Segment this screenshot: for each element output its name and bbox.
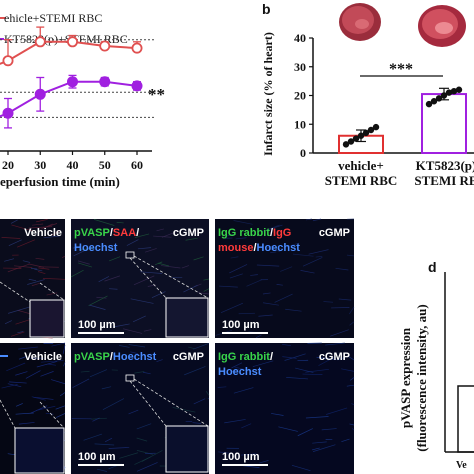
zoom-inset-r2c1: [0, 399, 65, 474]
significance-stars: **: [148, 85, 165, 104]
zoom-inset-r1c2: [125, 251, 209, 338]
zoom-inset-r1c1: [0, 281, 65, 338]
data-point-1-2: [435, 95, 443, 102]
stain-label-r1c3: IgG rabbit/IgG: [218, 227, 291, 239]
zoom-inset-r2c2: [125, 374, 209, 473]
micrograph-grid: Vehicle pVASP/SAA/ Hoechst cGMP IgG rabb…: [0, 218, 355, 474]
heart-image-kt5823: [418, 5, 466, 47]
point-1-2: [34, 88, 46, 100]
panel-d-bar-chart: d pVASP expression (fluorescence intensi…: [398, 259, 474, 471]
svg-text:100 µm: 100 µm: [78, 451, 116, 463]
stain-label-r1c2-line2: Hoechst: [74, 242, 118, 254]
data-point-1-3: [440, 92, 448, 99]
scale-bar-r1c3: 100 µm: [222, 319, 268, 334]
point-1-5: [131, 80, 143, 92]
x-tick-label-2: 40: [67, 158, 79, 172]
bar-vehicle: [457, 385, 474, 453]
panel-b-letter: b: [262, 1, 271, 17]
y-axis-label-line1: pVASP expression: [398, 327, 413, 428]
x-tick-label-4: 60: [131, 158, 143, 172]
series-line-0: [0, 40, 138, 65]
svg-text:100 µm: 100 µm: [78, 319, 116, 331]
stain-label-r1c2: pVASP/SAA/: [74, 227, 139, 239]
cgmp-label-r2c2: cGMP: [173, 351, 204, 363]
data-point-1-0: [425, 100, 433, 108]
cgmp-label-r2c3: cGMP: [319, 351, 350, 363]
panel-b-bar-chart: b Infarct size (% of heart) 0 10 20 30 40 **…: [261, 1, 474, 188]
scale-bar-r2c3: 100 µm: [222, 451, 268, 466]
legend-vehicle-label: ehicle+STEMI RBC: [4, 11, 102, 25]
svg-text:100 µm: 100 µm: [222, 451, 260, 463]
data-point-1-1: [430, 98, 438, 105]
scale-bar-r1c2: 100 µm: [78, 319, 124, 334]
heart-image-vehicle: [339, 3, 381, 41]
scale-bar-r2c2: 100 µm: [78, 451, 124, 466]
data-point-0-6: [372, 123, 380, 131]
y-tick-label-4: 40: [294, 31, 306, 45]
x-axis-label: eperfusion time (min): [0, 174, 120, 189]
category-label-kt5823: KT5823(p) STEMI RB: [414, 158, 474, 188]
point-0-2: [34, 36, 46, 48]
y-tick-label-1: 10: [294, 117, 306, 131]
significance-stars: ***: [389, 61, 413, 78]
vehicle-label-r2: Vehicle: [24, 351, 62, 363]
y-axis-label: Infarct size (% of heart): [261, 32, 275, 156]
x-tick-label-1: 30: [34, 158, 46, 172]
data-point-1-5: [450, 87, 458, 95]
line-series: [0, 26, 143, 129]
data-point-0-3: [357, 132, 365, 139]
data-point-1-4: [445, 89, 453, 96]
x-tick-label-0: 20: [2, 158, 14, 172]
y-axis-label-line2: (fluorescence intensity, au): [414, 304, 429, 451]
stain-label-r1c3-line2: mouse/Hoechst: [218, 242, 300, 254]
point-0-5: [131, 42, 143, 54]
cgmp-label-r1c3: cGMP: [319, 227, 350, 239]
data-point-0-1: [347, 138, 355, 145]
panel-d-letter: d: [428, 259, 437, 275]
svg-text:100 µm: 100 µm: [222, 319, 260, 331]
y-tick-label-2: 20: [294, 89, 306, 103]
point-1-1: [2, 107, 14, 119]
y-tick-label-0: 0: [300, 146, 306, 160]
bars: [338, 86, 467, 154]
cgmp-label-r1c2: cGMP: [173, 227, 204, 239]
data-point-0-5: [367, 126, 375, 134]
vehicle-label-r1: Vehicle: [24, 227, 62, 239]
y-ticks: 0 10 20 30 40: [294, 31, 313, 160]
point-1-4: [99, 76, 111, 88]
x-tick-label-3: 50: [99, 158, 111, 172]
data-point-0-0: [342, 141, 350, 148]
x-category-fragment: Ve: [456, 460, 467, 471]
panel-a-line-chart: ehicle+STEMI RBC KT5823(p)+STEMI RBC ** …: [0, 11, 165, 189]
point-1-3: [67, 76, 79, 88]
stain-label-r2c3: IgG rabbit/: [218, 351, 273, 363]
point-0-1: [2, 55, 14, 67]
stain-label-r2c2: pVASP/Hoechst: [74, 351, 157, 363]
stain-label-r2c3-line2: Hoechst: [218, 366, 262, 378]
x-ticks: 20 30 40 50 60: [2, 151, 143, 172]
category-label-vehicle: vehicle+ STEMI RBC: [325, 158, 398, 188]
y-tick-label-3: 30: [294, 60, 306, 74]
data-point-0-4: [362, 129, 370, 137]
data-point-0-2: [352, 135, 360, 142]
data-point-1-6: [455, 86, 463, 93]
point-0-4: [99, 40, 111, 52]
point-0-3: [67, 36, 79, 48]
